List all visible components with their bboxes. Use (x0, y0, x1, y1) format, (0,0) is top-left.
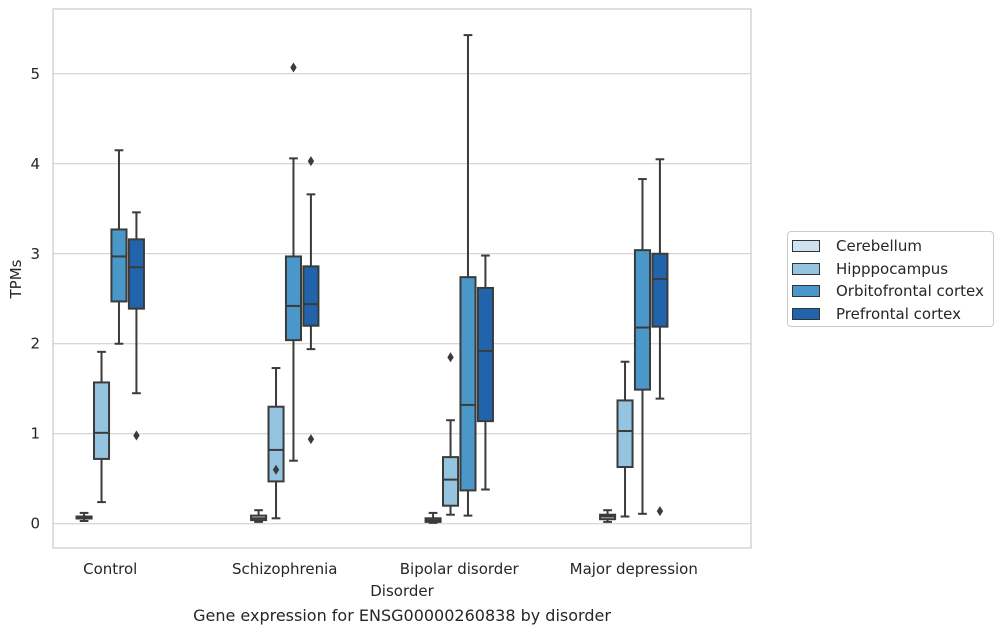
iqr-box (284, 255, 303, 342)
iqr-box (93, 381, 111, 460)
box (476, 254, 494, 491)
plot-frame (52, 8, 752, 549)
outlier-point (656, 506, 664, 517)
x-tick-label: Major depression (570, 560, 698, 578)
legend-item: Orbitofrontal cortex (792, 281, 984, 301)
legend-item: Cerebellum (792, 236, 922, 256)
box-series (75, 34, 669, 524)
x-tick-label: Control (83, 560, 137, 578)
legend-swatch (792, 307, 820, 320)
y-tick-label: 5 (30, 65, 40, 83)
box (75, 511, 93, 523)
legend-swatch (792, 262, 820, 275)
series-prefrontal-cortex (127, 156, 669, 517)
x-tick-label: Bipolar disorder (400, 560, 520, 578)
iqr-box (633, 249, 652, 391)
y-tick-label: 2 (30, 335, 40, 353)
legend-swatch (792, 285, 820, 297)
outlier-point (307, 434, 315, 445)
box (633, 178, 652, 515)
iqr-box (459, 276, 477, 492)
iqr-box (442, 456, 460, 507)
box (93, 350, 111, 504)
legend-label: Cerebellum (836, 237, 922, 255)
box (599, 509, 617, 523)
series-hipppocampus (93, 350, 634, 520)
outlier-point (307, 156, 315, 167)
outlier-point (290, 62, 297, 73)
y-tick-labels: 0 1 2 3 4 5 (30, 65, 40, 533)
y-tick-label: 0 (30, 515, 40, 533)
box (250, 509, 268, 523)
legend-label: Prefrontal cortex (836, 304, 961, 323)
legend-label: Hipppocampus (836, 259, 949, 278)
grid-lines (53, 73, 751, 525)
box (127, 211, 145, 441)
iqr-box (267, 405, 285, 483)
box (284, 62, 303, 462)
outlier-point (447, 352, 454, 363)
outlier-point (133, 430, 140, 441)
box (424, 511, 442, 524)
y-tick-label: 4 (30, 155, 40, 173)
box (267, 367, 285, 520)
x-tick-label: Schizophrenia (232, 560, 337, 578)
iqr-box (651, 252, 669, 328)
y-tick-label: 1 (30, 425, 40, 443)
x-axis-label: Disorder (370, 582, 434, 600)
iqr-box (302, 265, 320, 327)
legend-swatch (792, 240, 820, 252)
series-orbitofrontal-cortex (110, 34, 652, 517)
iqr-box (616, 399, 634, 469)
box (616, 360, 634, 518)
box (110, 149, 128, 345)
iqr-box (127, 238, 145, 310)
y-tick-label: 3 (30, 245, 40, 263)
box (651, 158, 669, 517)
y-axis-label: TPMs (7, 259, 25, 299)
legend-item: Prefrontal cortex (792, 304, 961, 324)
legend-label: Orbitofrontal cortex (836, 282, 984, 300)
box (442, 352, 460, 516)
iqr-box (476, 286, 494, 423)
box (302, 156, 320, 445)
series-cerebellum (75, 509, 617, 524)
legend-item: Hipppocampus (792, 259, 948, 279)
box (459, 34, 477, 517)
x-tick-labels: Control Schizophrenia Bipolar disorder Majo… (83, 560, 698, 578)
iqr-box (110, 228, 128, 303)
legend: Cerebellum Hipppocampus Orbitofrontal cort… (787, 231, 994, 327)
outlier-point (272, 464, 280, 475)
figure-caption: Gene expression for ENSG00000260838 by d… (193, 606, 611, 625)
